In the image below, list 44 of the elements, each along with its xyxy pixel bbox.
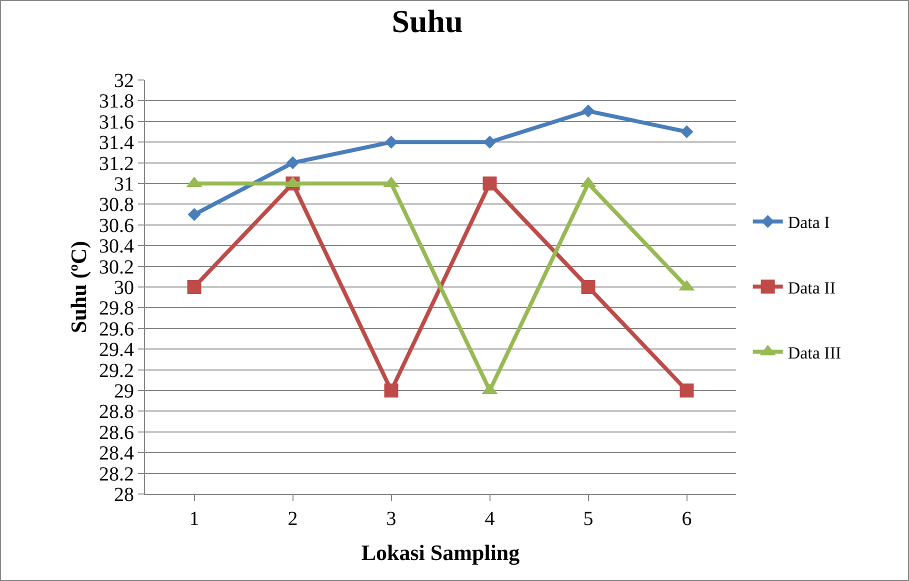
point	[582, 104, 595, 118]
y-tick-label: 30.6	[99, 214, 134, 237]
point	[286, 156, 300, 170]
y-tick-label: 30.4	[99, 236, 134, 258]
y-tick-label: 29.8	[99, 298, 134, 320]
point	[482, 176, 497, 190]
x-tick-label: 1	[189, 508, 200, 530]
chart-title: Suhu	[392, 3, 463, 40]
y-tick-label: 28.2	[99, 463, 134, 486]
y-tick-label: 29.2	[99, 360, 134, 382]
y-tick-label: 31	[114, 174, 134, 196]
point	[680, 384, 694, 398]
legend-label: Data I	[788, 213, 830, 232]
y-tick-label: 28.6	[99, 422, 134, 444]
point	[188, 208, 201, 222]
y-tick-label: 32	[114, 70, 134, 92]
y-tick-label: 31.4	[99, 132, 134, 154]
y-axis-title: Suhu (ºC)	[66, 240, 91, 334]
y-tick-label: 30.2	[99, 256, 134, 278]
y-tick-label: 29	[114, 380, 134, 402]
y-tick-label: 31.8	[99, 90, 134, 113]
y-tick-label: 28.4	[99, 442, 134, 465]
y-tick-label: 31.2	[99, 152, 134, 175]
y-tick-label: 30.8	[99, 194, 134, 216]
legend-label: Data III	[788, 343, 842, 362]
y-tick-label: 28.8	[99, 401, 134, 424]
x-tick-label: 6	[682, 508, 692, 530]
legend-label: Data II	[788, 278, 836, 298]
point	[680, 125, 694, 138]
y-tick-label: 28	[114, 484, 134, 506]
y-tick-label: 29.4	[99, 339, 134, 362]
point	[384, 384, 398, 398]
point	[483, 136, 496, 149]
y-tick-label: 29.6	[99, 318, 134, 340]
x-axis-title: Lokasi Sampling	[361, 540, 520, 565]
x-tick-label: 4	[484, 508, 495, 530]
x-tick-label: 2	[288, 508, 298, 530]
y-tick-label: 30	[114, 277, 134, 299]
point	[187, 280, 202, 294]
x-tick-label: 5	[583, 508, 594, 530]
point	[384, 136, 398, 149]
point	[581, 280, 596, 294]
y-tick-label: 31.6	[99, 111, 134, 134]
x-tick-label: 3	[386, 508, 396, 530]
